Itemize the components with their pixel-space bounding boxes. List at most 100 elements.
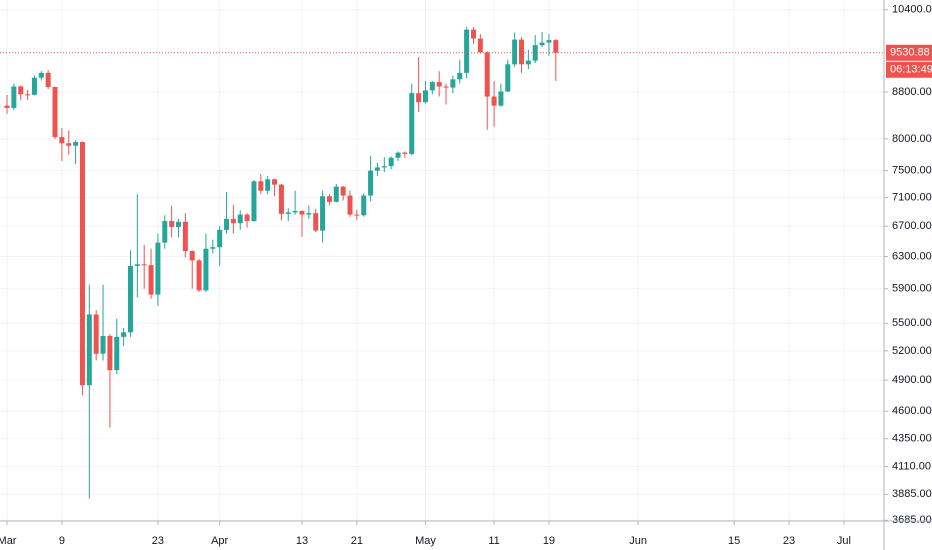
y-tick-label: 5200.00 [892, 345, 932, 357]
candle-body [422, 90, 428, 103]
candle-body [477, 38, 483, 53]
last-price-box [886, 44, 932, 61]
candle-body [182, 221, 188, 252]
candle-body [79, 142, 85, 386]
candle-body [299, 210, 305, 215]
candle-body [189, 251, 195, 261]
x-tick-label: 13 [296, 535, 308, 547]
candle-body [237, 214, 243, 224]
candle-body [354, 214, 360, 216]
candle-body [512, 39, 518, 65]
x-tick-label: Jun [629, 535, 647, 547]
candle-body [491, 96, 497, 106]
candle-body [484, 52, 490, 97]
candle-body [402, 152, 408, 154]
candle-body [4, 105, 10, 108]
candle-body [498, 91, 504, 106]
candle-body [25, 94, 31, 96]
countdown-label: 06:13:49 [890, 64, 932, 76]
candle-body [224, 218, 230, 230]
candle-body [368, 170, 374, 196]
y-tick-label: 8800.00 [892, 86, 932, 98]
candle-body [11, 86, 17, 108]
candle-body [429, 82, 435, 91]
y-tick-label: 3885.00 [892, 488, 932, 500]
y-tick-label: 6300.00 [892, 250, 932, 262]
candle-body [38, 72, 44, 78]
candle-body [539, 42, 545, 46]
candle-body [388, 157, 394, 167]
candle-body [546, 40, 552, 43]
candle-body [313, 213, 319, 231]
candle-body [292, 210, 298, 213]
candle-body [148, 265, 154, 295]
candle-body [361, 195, 367, 216]
candle-body [196, 260, 202, 291]
candle-body [251, 181, 257, 222]
candle-body [306, 213, 312, 215]
candle-body [320, 196, 326, 231]
candle-body [278, 184, 284, 214]
candle-body [121, 332, 127, 337]
candle-body [107, 335, 113, 371]
x-tick-label: 23 [152, 535, 164, 547]
y-tick-label: 10400.00 [892, 4, 932, 16]
candle-body [100, 335, 106, 354]
x-tick-label: Apr [211, 535, 228, 547]
candle-body [155, 242, 161, 295]
x-tick-label: Jul [837, 535, 851, 547]
candle-body [464, 29, 470, 73]
candle-body [93, 314, 99, 354]
candle-body [272, 179, 278, 185]
candle-body [127, 265, 133, 333]
candle-body [265, 179, 271, 191]
candle-body [340, 186, 346, 196]
candle-body [45, 72, 51, 88]
candle-body [66, 143, 72, 146]
candle-body [230, 218, 236, 224]
x-tick-label: May [415, 535, 436, 547]
candle-body [519, 39, 524, 65]
candle-body [470, 29, 476, 39]
candle-body [326, 196, 332, 202]
candle-body [450, 79, 456, 88]
candle-body [141, 264, 147, 266]
y-tick-label: 7500.00 [892, 165, 932, 177]
candle-body [31, 77, 37, 95]
candle-body [59, 137, 65, 144]
y-tick-label: 5900.00 [892, 283, 932, 295]
candle-body [18, 86, 24, 95]
candle-body [374, 167, 380, 171]
x-tick-label: 19 [543, 535, 555, 547]
candle-body [52, 87, 58, 138]
candle-body [86, 314, 92, 386]
y-tick-label: 3685.00 [892, 514, 932, 526]
candle-body [409, 93, 415, 154]
candle-body [134, 264, 140, 266]
y-tick-label: 4600.00 [892, 405, 932, 417]
y-tick-label: 5500.00 [892, 317, 932, 329]
x-tick-label: 21 [351, 535, 363, 547]
x-tick-label: 11 [488, 535, 499, 547]
x-tick-label: 23 [783, 535, 795, 547]
candle-body [217, 229, 223, 248]
candle-body [381, 166, 387, 168]
candle-body [258, 181, 264, 191]
candle-body [443, 86, 449, 88]
candle-body [114, 336, 120, 371]
candle-body [436, 82, 442, 87]
candle-body [176, 221, 181, 227]
x-tick-label: 9 [59, 535, 65, 547]
last-price-label: 9530.88 [890, 47, 930, 59]
y-tick-label: 6700.00 [892, 220, 932, 232]
candle-body [285, 212, 291, 214]
candle-body [169, 221, 175, 227]
y-tick-label: 4350.00 [892, 433, 932, 445]
y-tick-label: 8000.00 [892, 133, 932, 145]
candle-body [532, 45, 538, 61]
candle-body [162, 221, 168, 243]
candle-body [395, 152, 401, 158]
candle-body [210, 247, 216, 249]
countdown-box [886, 61, 932, 78]
